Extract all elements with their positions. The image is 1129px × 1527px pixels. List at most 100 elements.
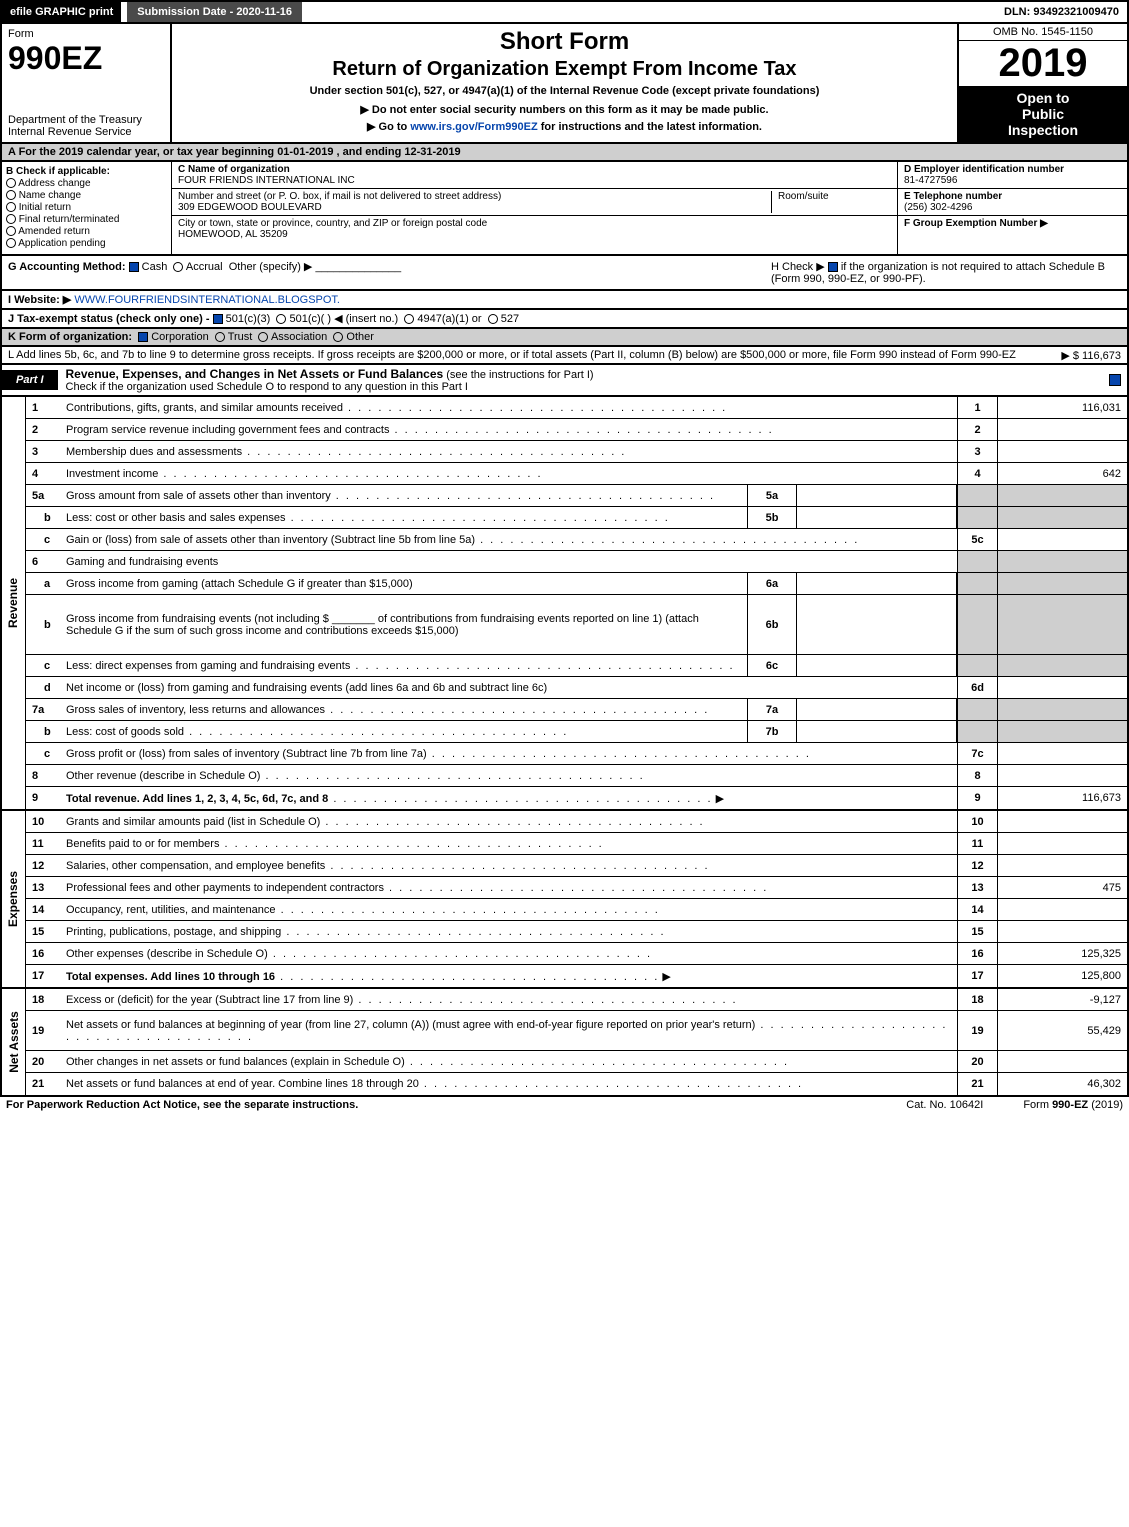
h-schedule-b: H Check ▶ if the organization is not req…: [761, 260, 1121, 285]
k-other: Other: [346, 331, 374, 343]
footer-cat-no: Cat. No. 10642I: [906, 1099, 983, 1111]
group-exemption-label: F Group Exemption Number ▶: [904, 218, 1121, 229]
accounting-method: G Accounting Method: Cash Accrual Other …: [8, 260, 761, 285]
submission-date: Submission Date - 2020-11-16: [127, 2, 302, 22]
check-association[interactable]: [258, 332, 268, 342]
line-11: 11 Benefits paid to or for members 11: [26, 833, 1127, 855]
warning-ssn: ▶ Do not enter social security numbers o…: [182, 103, 947, 116]
row-j-tax-exempt: J Tax-exempt status (check only one) - 5…: [0, 310, 1129, 329]
line-6c: c Less: direct expenses from gaming and …: [26, 655, 1127, 677]
room-suite: Room/suite: [771, 191, 891, 213]
revenue-side-label: Revenue: [2, 397, 26, 809]
j-4947: 4947(a)(1) or: [417, 313, 481, 325]
check-corporation[interactable]: [138, 332, 148, 342]
dept-irs: Internal Revenue Service: [8, 126, 164, 138]
ein-label: D Employer identification number: [904, 164, 1121, 175]
expenses-section: Expenses 10 Grants and similar amounts p…: [0, 811, 1129, 989]
check-other[interactable]: [333, 332, 343, 342]
check-accrual[interactable]: [173, 262, 183, 272]
website-link[interactable]: WWW.FOURFRIENDSINTERNATIONAL.BLOGSPOT.: [74, 294, 340, 306]
line-13: 13 Professional fees and other payments …: [26, 877, 1127, 899]
check-501c[interactable]: [276, 314, 286, 324]
omb-number: OMB No. 1545-1150: [959, 24, 1127, 41]
check-initial-return[interactable]: Initial return: [6, 202, 167, 213]
part-1-checkbox[interactable]: [1109, 374, 1121, 386]
i-label: I Website: ▶: [8, 294, 71, 306]
line-6: 6 Gaming and fundraising events: [26, 551, 1127, 573]
city-label: City or town, state or province, country…: [178, 218, 891, 229]
org-address: 309 EDGEWOOD BOULEVARD: [178, 202, 322, 213]
line-18: 18 Excess or (deficit) for the year (Sub…: [26, 989, 1127, 1011]
line-7b: b Less: cost of goods sold 7b: [26, 721, 1127, 743]
k-corp: Corporation: [151, 331, 208, 343]
check-application-pending[interactable]: Application pending: [6, 238, 167, 249]
line-6b: b Gross income from fundraising events (…: [26, 595, 1127, 655]
inspection-l1: Open to: [963, 90, 1123, 106]
dept-treasury: Department of the Treasury: [8, 114, 164, 126]
row-g-h: G Accounting Method: Cash Accrual Other …: [0, 256, 1129, 291]
check-final-return[interactable]: Final return/terminated: [6, 214, 167, 225]
addr-label: Number and street (or P. O. box, if mail…: [178, 191, 771, 202]
revenue-section: Revenue 1 Contributions, gifts, grants, …: [0, 397, 1129, 811]
check-amended-return[interactable]: Amended return: [6, 226, 167, 237]
title-short-form: Short Form: [182, 28, 947, 56]
k-label: K Form of organization:: [8, 331, 132, 343]
tax-year: 2019: [959, 41, 1127, 86]
line-12: 12 Salaries, other compensation, and emp…: [26, 855, 1127, 877]
footer-paperwork: For Paperwork Reduction Act Notice, see …: [6, 1099, 358, 1111]
line-15: 15 Printing, publications, postage, and …: [26, 921, 1127, 943]
check-527[interactable]: [488, 314, 498, 324]
goto-post: for instructions and the latest informat…: [541, 121, 762, 133]
line-8: 8 Other revenue (describe in Schedule O)…: [26, 765, 1127, 787]
h-pre: H Check ▶: [771, 261, 825, 273]
tel-value: (256) 302-4296: [904, 202, 972, 213]
check-501c3[interactable]: [213, 314, 223, 324]
footer-form-id: Form 990-EZ (2019): [1023, 1099, 1123, 1111]
irs-link[interactable]: www.irs.gov/Form990EZ: [410, 121, 537, 133]
l-amount: ▶ $ 116,673: [1061, 349, 1121, 362]
row-a-tax-year: A For the 2019 calendar year, or tax yea…: [0, 144, 1129, 162]
line-7c: c Gross profit or (loss) from sales of i…: [26, 743, 1127, 765]
org-name-label: C Name of organization: [178, 164, 891, 175]
inspection-l3: Inspection: [963, 122, 1123, 138]
net-assets-side-label: Net Assets: [2, 989, 26, 1095]
line-10: 10 Grants and similar amounts paid (list…: [26, 811, 1127, 833]
check-4947[interactable]: [404, 314, 414, 324]
check-address-change[interactable]: Address change: [6, 178, 167, 189]
line-9: 9 Total revenue. Add lines 1, 2, 3, 4, 5…: [26, 787, 1127, 809]
check-schedule-b[interactable]: [828, 262, 838, 272]
part-1-title: Revenue, Expenses, and Changes in Net As…: [58, 365, 1109, 395]
line-6a: a Gross income from gaming (attach Sched…: [26, 573, 1127, 595]
l-text: L Add lines 5b, 6c, and 7b to line 9 to …: [8, 349, 1016, 361]
check-trust[interactable]: [215, 332, 225, 342]
public-inspection: Open to Public Inspection: [959, 86, 1127, 142]
expenses-side-label: Expenses: [2, 811, 26, 987]
form-header: Form 990EZ Department of the Treasury In…: [0, 24, 1129, 144]
header-right: OMB No. 1545-1150 2019 Open to Public In…: [957, 24, 1127, 142]
line-1: 1 Contributions, gifts, grants, and simi…: [26, 397, 1127, 419]
line-3: 3 Membership dues and assessments 3: [26, 441, 1127, 463]
dln: DLN: 93492321009470: [996, 2, 1127, 22]
g-cash: Cash: [142, 261, 168, 273]
line-16: 16 Other expenses (describe in Schedule …: [26, 943, 1127, 965]
line-19: 19 Net assets or fund balances at beginn…: [26, 1011, 1127, 1051]
goto-line: ▶ Go to www.irs.gov/Form990EZ for instru…: [182, 120, 947, 133]
line-17: 17 Total expenses. Add lines 10 through …: [26, 965, 1127, 987]
ein-value: 81-4727596: [904, 175, 957, 186]
check-cash[interactable]: [129, 262, 139, 272]
j-501c: 501(c)( ) ◀ (insert no.): [289, 313, 398, 325]
k-trust: Trust: [228, 331, 253, 343]
inspection-l2: Public: [963, 106, 1123, 122]
org-city: HOMEWOOD, AL 35209: [178, 229, 288, 240]
goto-pre: ▶ Go to: [367, 121, 410, 133]
row-k-form-org: K Form of organization: Corporation Trus…: [0, 329, 1129, 347]
header-mid: Short Form Return of Organization Exempt…: [172, 24, 957, 142]
subtitle: Under section 501(c), 527, or 4947(a)(1)…: [182, 85, 947, 97]
g-label: G Accounting Method:: [8, 261, 126, 273]
j-501c3: 501(c)(3): [226, 313, 271, 325]
efile-print-button[interactable]: efile GRAPHIC print: [2, 2, 121, 22]
row-i-website: I Website: ▶ WWW.FOURFRIENDSINTERNATIONA…: [0, 291, 1129, 310]
row-l-gross-receipts: L Add lines 5b, 6c, and 7b to line 9 to …: [0, 347, 1129, 365]
line-14: 14 Occupancy, rent, utilities, and maint…: [26, 899, 1127, 921]
check-name-change[interactable]: Name change: [6, 190, 167, 201]
